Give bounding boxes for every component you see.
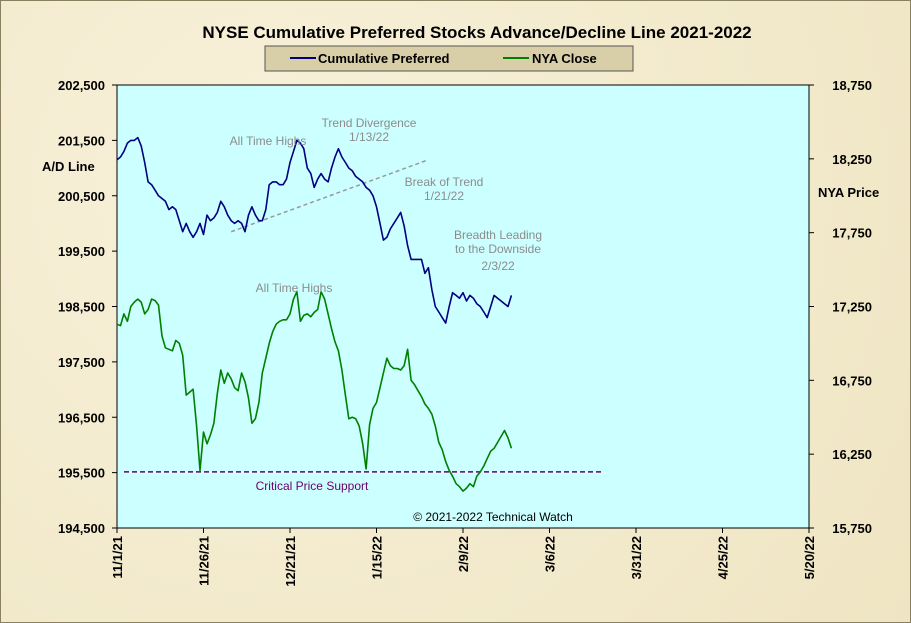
right-tick-label: 18,250 [832,152,872,167]
x-axis-ticks: 11/1/21 11/26/21 12/21/21 1/15/22 2/9/22 3/6/… [110,528,817,587]
legend-box [264,45,634,72]
annotation-trend-divergence: Trend Divergence [322,116,417,130]
x-tick-label: 11/1/21 [110,536,125,579]
left-tick-label: 194,500 [58,521,105,536]
left-axis-label: A/D Line [42,159,95,174]
annotation-break-of-trend-date: 1/21/22 [424,189,464,203]
left-tick-label: 197,500 [58,355,105,370]
series-line-cumulative-preferred [116,136,513,324]
right-tick-label: 17,250 [832,300,872,315]
x-tick-label: 1/15/22 [370,536,385,579]
series-line-nya-close [116,290,513,492]
left-tick-label: 201,500 [58,133,105,148]
right-tick-label: 16,750 [832,373,872,388]
left-tick-label: 200,500 [58,189,105,204]
x-tick-label: 5/20/22 [802,536,817,579]
right-tick-label: 17,750 [832,226,872,241]
right-tick-label: 16,250 [832,447,872,462]
right-axis-ticks: 18,750 18,250 17,750 17,250 16,750 16,250 15,7… [809,78,872,536]
annotation-breadth-date: 2/3/22 [481,259,515,273]
x-tick-label: 4/25/22 [716,536,731,579]
x-tick-label: 12/21/21 [283,536,298,587]
x-tick-label: 3/6/22 [543,536,558,572]
right-tick-label: 18,750 [832,78,872,93]
x-tick-label: 11/26/21 [197,536,212,586]
legend-label-cumulative-preferred: Cumulative Preferred [318,51,450,66]
annotation-break-of-trend: Break of Trend [405,175,484,189]
legend: Cumulative Preferred NYA Close [264,45,634,72]
left-tick-label: 198,500 [58,300,105,315]
legend-label-nya-close: NYA Close [532,51,597,66]
annotation-all-time-highs-nya: All Time Highs [256,281,333,295]
left-tick-label: 202,500 [58,78,105,93]
plot-area [116,84,810,529]
right-tick-label: 15,750 [832,521,872,536]
left-tick-label: 199,500 [58,244,105,259]
x-tick-label: 3/31/22 [629,536,644,579]
chart-title: NYSE Cumulative Preferred Stocks Advance… [202,23,751,42]
annotation-all-time-highs-ad: All Time Highs [230,134,307,148]
annotation-to-the-downside: to the Downside [455,242,541,256]
right-axis-label: NYA Price [818,185,879,200]
annotation-breadth-leading: Breadth Leading [454,228,542,242]
annotation-trend-divergence-date: 1/13/22 [349,130,389,144]
left-axis-ticks: 202,500 201,500 200,500 199,500 198,500 197,5… [58,78,117,536]
x-tick-label: 2/9/22 [456,536,471,572]
left-tick-label: 196,500 [58,410,105,425]
copyright-credit: © 2021-2022 Technical Watch [413,510,573,524]
series-group [116,136,513,492]
left-tick-label: 195,500 [58,466,105,481]
annotation-critical-price-support: Critical Price Support [256,479,369,493]
